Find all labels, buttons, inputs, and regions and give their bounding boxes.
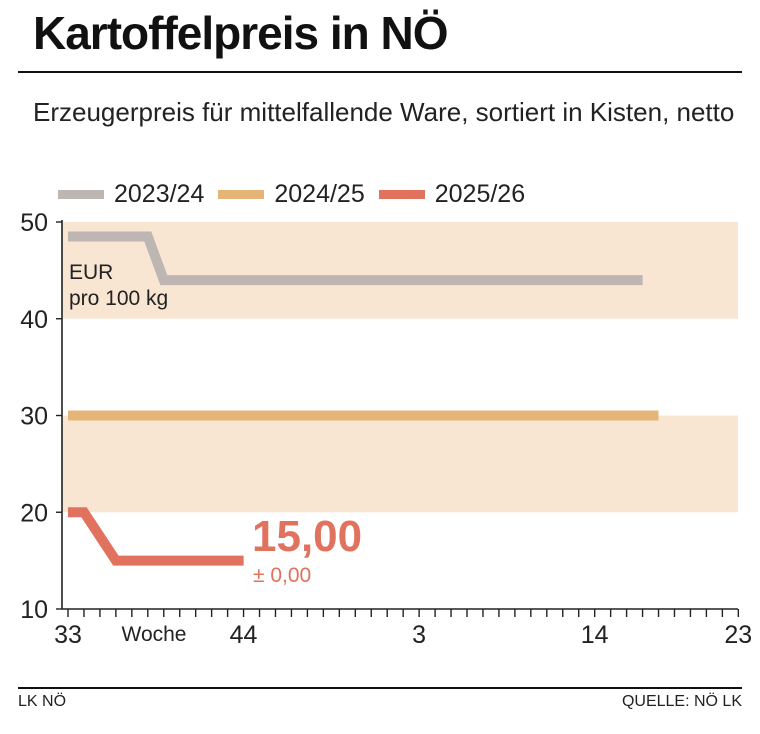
legend-swatch-2025-26 <box>378 189 425 199</box>
legend-label-2023-24: 2023/24 <box>114 179 205 208</box>
x-tick-label-14: 14 <box>581 621 609 649</box>
legend-item-2025-26: 2025/26 <box>378 179 526 209</box>
y-tick-label-10: 10 <box>20 596 48 624</box>
x-tick-label-44: 44 <box>230 621 258 649</box>
chart-bands <box>62 222 738 513</box>
chart-labels: 10 20 30 40 50 33 44 3 14 23 Woche EUR pro 100 kg 15,… <box>20 209 752 649</box>
band-40-50 <box>62 222 738 319</box>
chart-subtitle: Erzeugerpreis für mittelfallende Ware, s… <box>33 97 735 127</box>
current-value-label: 15,00 <box>252 512 362 561</box>
legend-item-2023-24: 2023/24 <box>58 180 204 209</box>
series-layer <box>68 231 659 566</box>
series-line-2025-26 <box>68 507 244 566</box>
unit-label-line-2: pro 100 kg <box>69 287 168 310</box>
x-axis-label: Woche <box>122 623 187 646</box>
change-value-label: ± 0,00 <box>253 564 311 587</box>
legend-label-2025-26: 2025/26 <box>434 179 526 208</box>
chart-axes <box>56 220 740 617</box>
x-tick-label-33: 33 <box>54 621 82 649</box>
footer-rule <box>18 687 742 689</box>
legend-label-2024-25: 2024/25 <box>274 179 365 208</box>
unit-label-line-1: EUR <box>69 261 113 284</box>
chart-title: Kartoffelpreis in NÖ <box>33 7 449 59</box>
x-tick-label-3: 3 <box>412 621 426 649</box>
band-20-30 <box>62 415 738 513</box>
legend: 2023/24 2024/25 2025/26 <box>58 176 539 212</box>
series-line-2023-24 <box>68 231 643 286</box>
y-tick-label-40: 40 <box>20 306 48 334</box>
footer-credit: LK NÖ <box>18 693 67 710</box>
y-tick-label-20: 20 <box>20 499 48 527</box>
y-tick-label-50: 50 <box>20 209 48 237</box>
y-tick-label-30: 30 <box>20 403 48 431</box>
x-tick-label-23: 23 <box>724 621 752 649</box>
legend-swatch-2023-24 <box>58 189 104 199</box>
title-rule <box>18 71 742 73</box>
footer-source: QUELLE: NÖ LK <box>621 693 742 710</box>
legend-swatch-2024-25 <box>218 189 265 199</box>
legend-item-2024-25: 2024/25 <box>218 179 365 209</box>
